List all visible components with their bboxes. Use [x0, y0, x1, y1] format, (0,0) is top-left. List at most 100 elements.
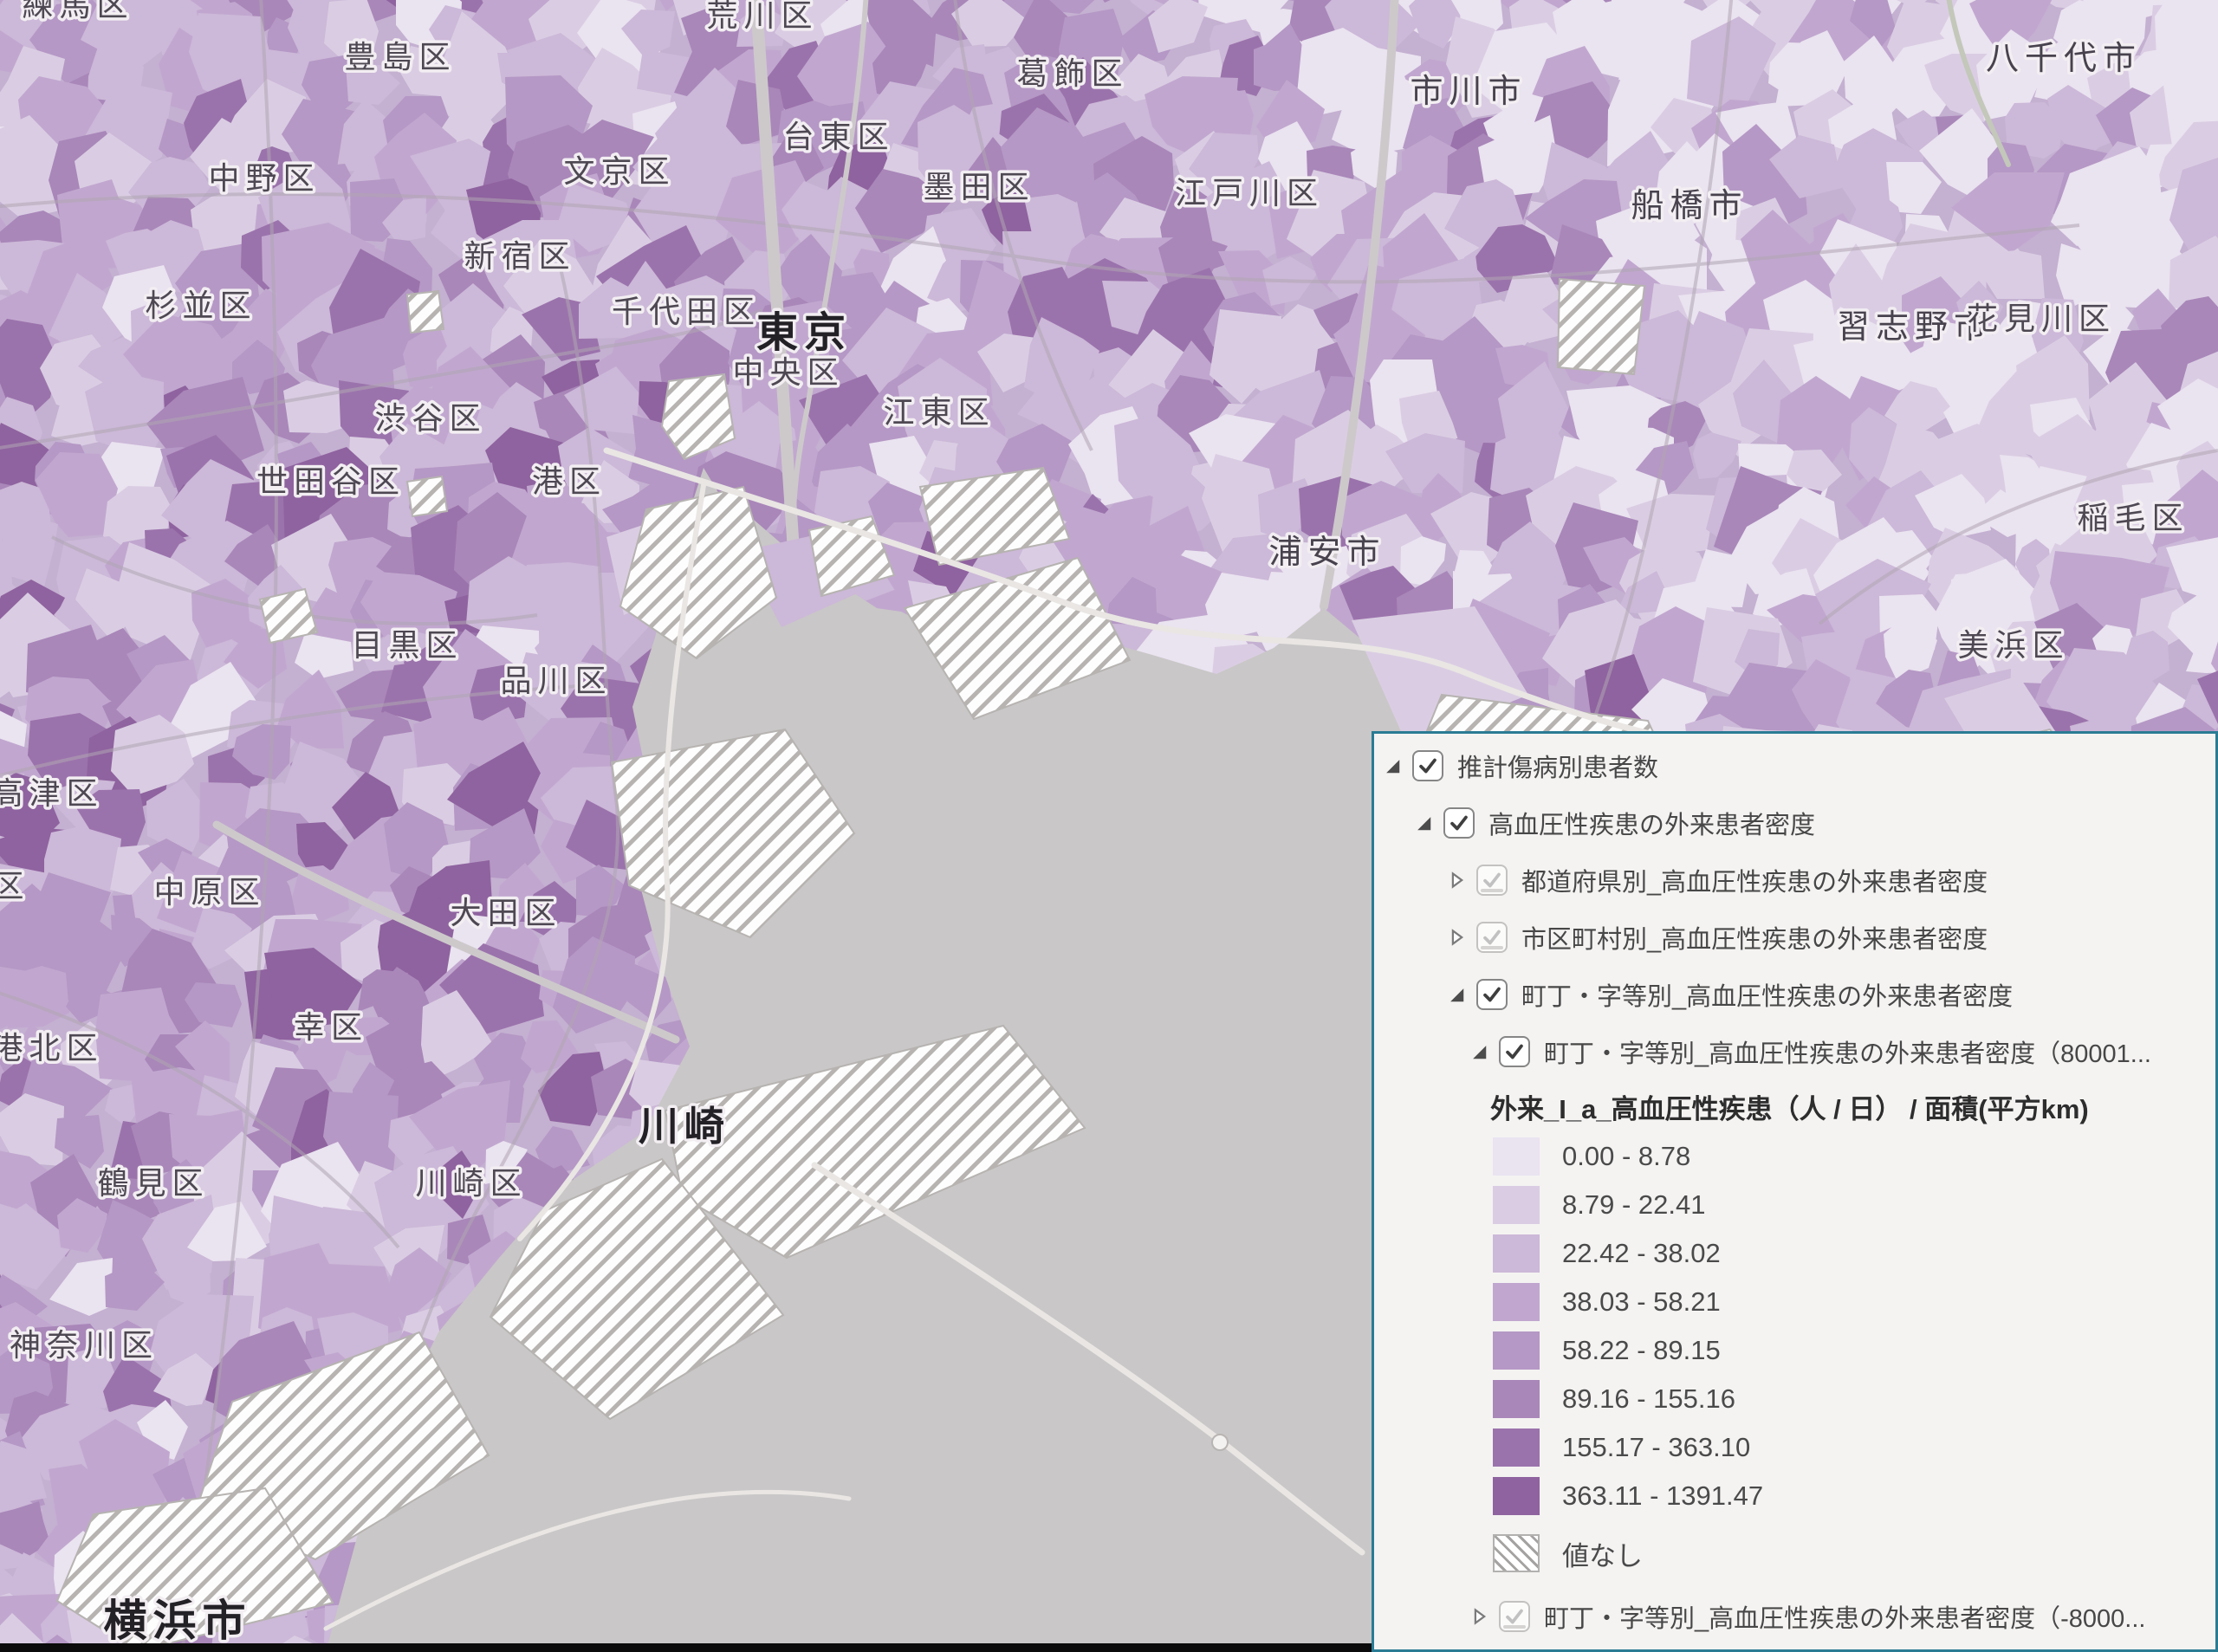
map-label: 中央区: [732, 354, 844, 390]
map-label: 神奈川区: [10, 1327, 159, 1363]
layer-legend-panel: 推計傷病別患者数高血圧性疾患の外来患者密度都道府県別_高血圧性疾患の外来患者密度…: [1372, 731, 2218, 1652]
map-label: 浦安市: [1268, 534, 1385, 571]
window-bottom-edge: [0, 1643, 2218, 1652]
map-label: 荒川区: [706, 0, 818, 33]
map-label: 鶴見区: [97, 1165, 209, 1201]
layer-tree-row[interactable]: 町丁・字等別_高血圧性疾患の外来患者密度: [1374, 966, 2215, 1023]
legend-range-label: 89.16 - 155.16: [1562, 1383, 1735, 1414]
legend-class-row: 22.42 - 38.02: [1374, 1229, 2215, 1278]
map-label: 習志野市: [1837, 309, 1993, 346]
legend-class-row: 363.11 - 1391.47: [1374, 1472, 2215, 1520]
layer-tree: 推計傷病別患者数高血圧性疾患の外来患者密度都道府県別_高血圧性疾患の外来患者密度…: [1374, 737, 2215, 1647]
legend-class-row: 58.22 - 89.15: [1374, 1326, 2215, 1375]
map-label: 宮前区: [0, 868, 30, 904]
expand-triangle-icon[interactable]: [1447, 985, 1466, 1004]
layer-label[interactable]: 町丁・字等別_高血圧性疾患の外来患者密度（80001...: [1544, 1040, 2151, 1068]
legend-swatch[interactable]: [1493, 1137, 1540, 1176]
legend-range-label: 8.79 - 22.41: [1562, 1189, 1706, 1220]
legend-hatch-swatch[interactable]: [1493, 1534, 1540, 1572]
map-label: 市川市: [1410, 74, 1527, 110]
layer-checkbox[interactable]: [1412, 750, 1443, 781]
layer-label[interactable]: 都道府県別_高血圧性疾患の外来患者密度: [1521, 869, 1988, 897]
legend-swatch[interactable]: [1493, 1380, 1540, 1418]
layer-tree-row[interactable]: 市区町村別_高血圧性疾患の外来患者密度: [1374, 909, 2215, 966]
collapse-triangle-icon[interactable]: [1447, 928, 1466, 947]
collapse-triangle-icon[interactable]: [1447, 871, 1466, 890]
legend-class-row: 155.17 - 363.10: [1374, 1423, 2215, 1472]
map-label: 墨田区: [923, 169, 1034, 204]
map-label: 横浜市: [104, 1597, 252, 1645]
expand-triangle-icon[interactable]: [1414, 813, 1433, 832]
legend-swatch[interactable]: [1493, 1186, 1540, 1224]
map-label: 大田区: [450, 895, 561, 930]
legend-field-title: 外来_I_a_高血圧性疾患（人 / 日） / 面積(平方km): [1490, 1093, 2089, 1124]
legend-range-label: 22.42 - 38.02: [1562, 1238, 1721, 1268]
map-label: 稲毛区: [2077, 500, 2189, 535]
layer-tree-row[interactable]: 町丁・字等別_高血圧性疾患の外来患者密度（-8000...: [1374, 1586, 2215, 1647]
map-label: 江東区: [883, 394, 995, 430]
map-label: 花見川区: [1967, 301, 2116, 336]
layer-tree-row[interactable]: 推計傷病別患者数: [1374, 737, 2215, 794]
map-label: 千代田区: [612, 294, 761, 329]
layer-label[interactable]: 高血圧性疾患の外来患者密度: [1488, 812, 1816, 839]
map-label: 世田谷区: [256, 463, 405, 499]
collapse-triangle-icon[interactable]: [1469, 1607, 1488, 1626]
legend-swatch[interactable]: [1493, 1428, 1540, 1467]
map-label: 練馬区: [22, 0, 133, 23]
layer-label[interactable]: 市区町村別_高血圧性疾患の外来患者密度: [1521, 926, 1988, 954]
layer-tree-row[interactable]: 高血圧性疾患の外来患者密度: [1374, 794, 2215, 852]
layer-label[interactable]: 町丁・字等別_高血圧性疾患の外来患者密度（-8000...: [1544, 1605, 2146, 1633]
legend-class-row: 8.79 - 22.41: [1374, 1181, 2215, 1229]
map-label: 港区: [532, 463, 606, 499]
map-label: 港北区: [0, 1030, 104, 1066]
legend-range-label: 363.11 - 1391.47: [1562, 1480, 1764, 1511]
expand-triangle-icon[interactable]: [1469, 1042, 1488, 1061]
map-label: 新宿区: [464, 238, 575, 274]
layer-checkbox[interactable]: [1499, 1036, 1530, 1067]
layer-checkbox[interactable]: [1476, 865, 1508, 896]
map-label: 中原区: [153, 874, 265, 910]
layer-label[interactable]: 町丁・字等別_高血圧性疾患の外来患者密度: [1521, 983, 2014, 1011]
map-label: 目黒区: [351, 627, 463, 663]
legend-range-label: 0.00 - 8.78: [1562, 1141, 1691, 1171]
map-label: 江戸川区: [1175, 175, 1324, 211]
legend-range-label: 38.03 - 58.21: [1562, 1286, 1721, 1317]
map-label: 杉並区: [145, 288, 256, 323]
map-label: 品川区: [500, 663, 612, 698]
legend-range-label: 58.22 - 89.15: [1562, 1335, 1721, 1365]
layer-checkbox[interactable]: [1499, 1601, 1530, 1632]
map-label: 高津区: [0, 775, 104, 811]
layer-checkbox[interactable]: [1443, 807, 1475, 839]
legend-class-row: 89.16 - 155.16: [1374, 1375, 2215, 1423]
rivers: [212, 0, 2011, 1044]
map-label: 中野区: [208, 160, 320, 196]
map-label: 八千代市: [1986, 41, 2142, 77]
legend-swatch[interactable]: [1493, 1477, 1540, 1515]
map-label: 川崎: [639, 1104, 730, 1149]
layer-label[interactable]: 推計傷病別患者数: [1457, 755, 1659, 782]
map-label: 葛飾区: [1016, 55, 1128, 91]
legend-novalue-row: 値なし: [1374, 1529, 2215, 1577]
legend-swatch[interactable]: [1493, 1331, 1540, 1370]
legend-swatch[interactable]: [1493, 1234, 1540, 1273]
map-label: 船橋市: [1631, 188, 1748, 224]
layer-tree-row[interactable]: 町丁・字等別_高血圧性疾患の外来患者密度（80001...: [1374, 1023, 2215, 1080]
layer-checkbox[interactable]: [1476, 979, 1508, 1010]
aqualine-tower: [1211, 1434, 1229, 1451]
legend-class-row: 38.03 - 58.21: [1374, 1278, 2215, 1326]
map-label: 東京: [756, 310, 852, 356]
legend-swatch[interactable]: [1493, 1283, 1540, 1321]
map-label: 美浜区: [1957, 627, 2069, 663]
layer-checkbox[interactable]: [1476, 922, 1508, 953]
map-label: 台東区: [782, 119, 894, 154]
legend-range-label: 155.17 - 363.10: [1562, 1432, 1751, 1462]
layer-tree-row[interactable]: 都道府県別_高血圧性疾患の外来患者密度: [1374, 852, 2215, 909]
legend-novalue-label: 値なし: [1562, 1540, 1643, 1571]
map-label: 文京区: [563, 153, 675, 189]
map-label: 渋谷区: [374, 400, 486, 436]
expand-triangle-icon[interactable]: [1383, 756, 1402, 775]
map-label: 幸区: [294, 1009, 368, 1045]
map-label: 川崎区: [415, 1165, 527, 1201]
